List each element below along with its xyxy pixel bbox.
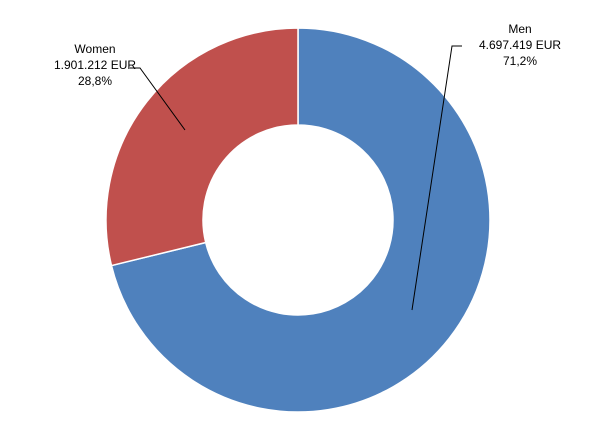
- label-percent: 28,8%: [78, 74, 112, 88]
- label-name: Men: [508, 22, 531, 36]
- leader-line: [411, 45, 462, 311]
- wedge: [110, 27, 491, 413]
- label-value: 4.697.419 EUR: [479, 38, 561, 52]
- label-name: Women: [74, 42, 115, 56]
- wedge: [105, 27, 299, 267]
- label-value: 1.901.212 EUR: [54, 58, 136, 72]
- leader-line: [130, 67, 186, 131]
- label-percent: 71,2%: [503, 54, 537, 68]
